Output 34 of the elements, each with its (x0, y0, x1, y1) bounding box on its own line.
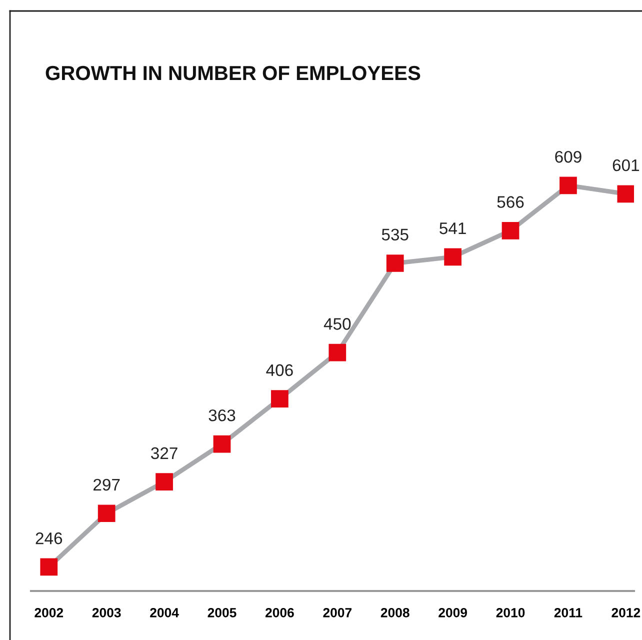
data-label: 541 (440, 222, 466, 234)
x-tick-label: 2010 (496, 608, 525, 618)
chart-title: GROWTH IN NUMBER OF EMPLOYEES (46, 66, 420, 80)
point (213, 435, 231, 453)
point (40, 558, 58, 576)
point (444, 248, 462, 266)
point (156, 473, 173, 491)
x-tick-label: 2007 (323, 608, 352, 618)
x-tick-label: 2005 (208, 608, 236, 618)
point (502, 222, 520, 240)
data-label: 406 (266, 364, 293, 376)
x-tick-label: 2011 (554, 608, 582, 618)
x-tick-label: 2008 (380, 608, 410, 618)
x-tick-label: 2012 (612, 608, 640, 618)
point (560, 176, 577, 194)
data-label: 363 (208, 409, 236, 422)
x-tick-label: 2002 (34, 608, 64, 618)
x-tick-label: 2006 (265, 608, 294, 618)
data-label: 609 (555, 150, 582, 163)
x-tick-label: 2009 (438, 608, 467, 618)
point (328, 344, 346, 362)
x-tick-label: 2004 (150, 608, 179, 618)
data-label: 297 (94, 478, 120, 491)
data-label: 450 (324, 318, 351, 330)
data-label: 601 (612, 159, 640, 172)
point (98, 504, 116, 522)
data-label: 246 (36, 532, 62, 544)
data-label: 566 (497, 196, 524, 208)
data-label: 535 (382, 228, 408, 241)
point (271, 390, 288, 408)
point (617, 185, 634, 203)
x-tick-label: 2003 (92, 608, 121, 618)
data-label: 327 (151, 447, 178, 460)
point (386, 254, 404, 272)
